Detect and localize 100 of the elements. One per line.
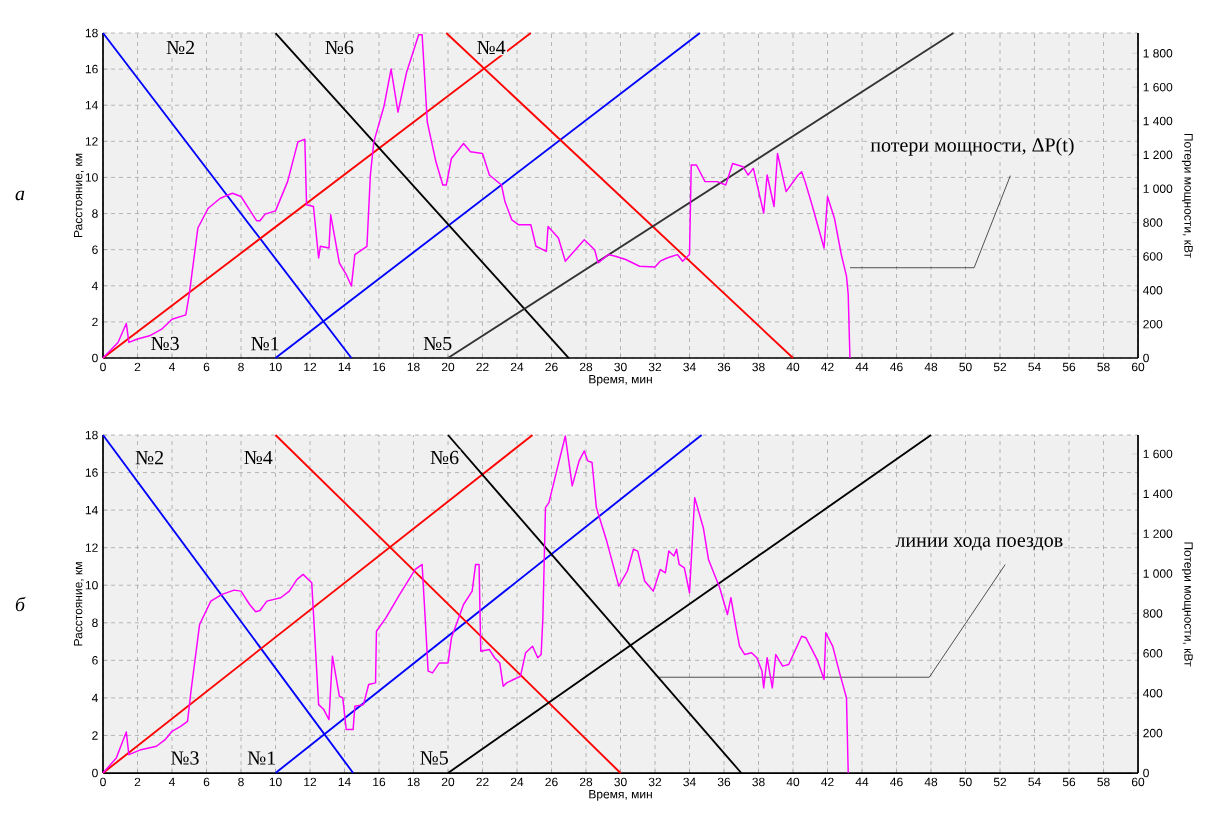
series-label: №5	[423, 336, 452, 351]
x-tick-label: 6	[203, 777, 210, 787]
y-tick-label: 14	[85, 101, 98, 110]
x-tick-label: 34	[683, 777, 696, 787]
x-tick-label: 26	[545, 362, 558, 372]
y-tick-label: 16	[85, 64, 98, 74]
y2-tick-label: 200	[1143, 319, 1163, 329]
y2-tick-label: 200	[1143, 728, 1163, 738]
y2-tick-label: 1 800	[1143, 49, 1173, 58]
x-tick-label: 4	[168, 362, 175, 371]
series-label: №2	[135, 450, 163, 465]
y2-tick-label: 1 200	[1143, 529, 1173, 538]
y2-axis-title: Потери мощности, кВт	[1181, 542, 1193, 667]
x-tick-label: 0	[100, 362, 106, 372]
line-series	[102, 435, 849, 774]
x-tick-label: 2	[134, 777, 141, 787]
x-tick-label: 8	[238, 777, 244, 787]
y-tick-label: 4	[91, 281, 98, 290]
y2-tick-label: 800	[1143, 609, 1163, 618]
y-tick-label: 6	[92, 245, 98, 254]
y-axis-title: Расстояние, км	[73, 153, 84, 238]
x-tick-label: 16	[373, 777, 386, 787]
x-tick-label: 16	[373, 362, 386, 372]
y2-tick-label: 1 200	[1143, 150, 1173, 160]
x-tick-label: 14	[338, 362, 351, 371]
y2-tick-label: 1 000	[1143, 569, 1173, 578]
x-tick-label: 56	[1062, 777, 1076, 787]
x-tick-label: 34	[683, 362, 696, 372]
x-tick-label: 22	[476, 777, 489, 787]
x-tick-label: 46	[890, 777, 903, 787]
x-tick-label: 32	[648, 777, 662, 787]
x-tick-label: 52	[993, 362, 1007, 372]
series-label: №1	[247, 751, 276, 765]
x-tick-label: 24	[510, 777, 524, 787]
y-tick-label: 10	[85, 173, 98, 182]
series-label: №6	[430, 450, 459, 465]
y-tick-label: 18	[85, 430, 98, 440]
x-tick-label: 18	[407, 777, 420, 787]
x-tick-label: 58	[1097, 362, 1110, 372]
x-tick-label: 26	[545, 777, 558, 787]
line-series	[102, 33, 851, 359]
text: а	[15, 190, 25, 201]
y-tick-label: 12	[85, 137, 98, 146]
annotation: потери мощности, ΔP(t)	[870, 137, 1074, 156]
x-tick-label: 58	[1097, 777, 1110, 787]
x-tick-label: 44	[855, 362, 869, 371]
x-tick-label: 44	[855, 777, 869, 786]
y-tick-label: 6	[92, 656, 98, 665]
x-tick-label: 56	[1062, 362, 1076, 372]
x-tick-label: 2	[134, 362, 141, 372]
x-tick-label: 32	[648, 362, 662, 372]
y2-tick-label: 800	[1143, 218, 1163, 227]
x-tick-label: 24	[510, 362, 524, 372]
x-axis-title: Время, мин	[589, 375, 652, 386]
series-label: №4	[477, 40, 506, 55]
x-tick-label: 48	[924, 777, 938, 787]
x-tick-label: 42	[821, 777, 834, 787]
x-axis-title: Время, мин	[589, 790, 652, 801]
annotation: линии хода поездов	[895, 537, 1063, 551]
y2-axis-title: Потери мощности, кВт	[1181, 133, 1193, 258]
x-tick-label: 40	[786, 777, 800, 787]
x-tick-label: 14	[338, 777, 351, 786]
x-tick-label: 18	[407, 362, 420, 372]
x-tick-label: 38	[752, 777, 765, 787]
y2-tick-label: 600	[1143, 252, 1163, 261]
x-tick-label: 40	[786, 362, 800, 372]
x-tick-label: 28	[579, 362, 593, 372]
y-tick-label: 18	[85, 28, 98, 38]
y-tick-label: 0	[92, 768, 98, 778]
x-tick-label: 60	[1131, 777, 1145, 787]
series-label: №3	[170, 751, 199, 765]
x-tick-label: 54	[1028, 362, 1041, 372]
x-tick-label: 10	[269, 777, 282, 787]
x-tick-label: 50	[959, 777, 972, 787]
y2-tick-label: 1 600	[1143, 449, 1173, 459]
y2-tick-label: 1 600	[1143, 82, 1173, 92]
x-tick-label: 54	[1028, 777, 1041, 787]
x-tick-label: 38	[752, 362, 765, 372]
y-tick-label: 2	[92, 731, 98, 740]
y-tick-label: 10	[85, 580, 98, 590]
y2-tick-label: 1 400	[1143, 489, 1173, 499]
y-tick-label: 0	[92, 353, 98, 363]
x-tick-label: 42	[821, 362, 834, 372]
series-label: №5	[420, 751, 448, 765]
x-tick-label: 36	[717, 362, 731, 372]
x-tick-label: 52	[993, 777, 1007, 787]
x-tick-label: 20	[441, 362, 455, 372]
y-tick-label: 14	[85, 505, 98, 515]
x-tick-label: 4	[168, 777, 175, 786]
x-tick-label: 50	[959, 362, 972, 372]
y-axis-title: Расстояние, км	[73, 562, 84, 646]
y-tick-label: 2	[92, 317, 98, 327]
x-tick-label: 22	[476, 362, 489, 372]
x-tick-label: 20	[441, 777, 455, 787]
x-tick-label: 30	[614, 777, 627, 787]
y2-tick-label: 400	[1143, 286, 1163, 295]
y-tick-label: 16	[85, 468, 98, 477]
text: б	[15, 596, 26, 612]
series-label: №4	[244, 450, 273, 465]
y2-tick-label: 600	[1143, 649, 1163, 658]
